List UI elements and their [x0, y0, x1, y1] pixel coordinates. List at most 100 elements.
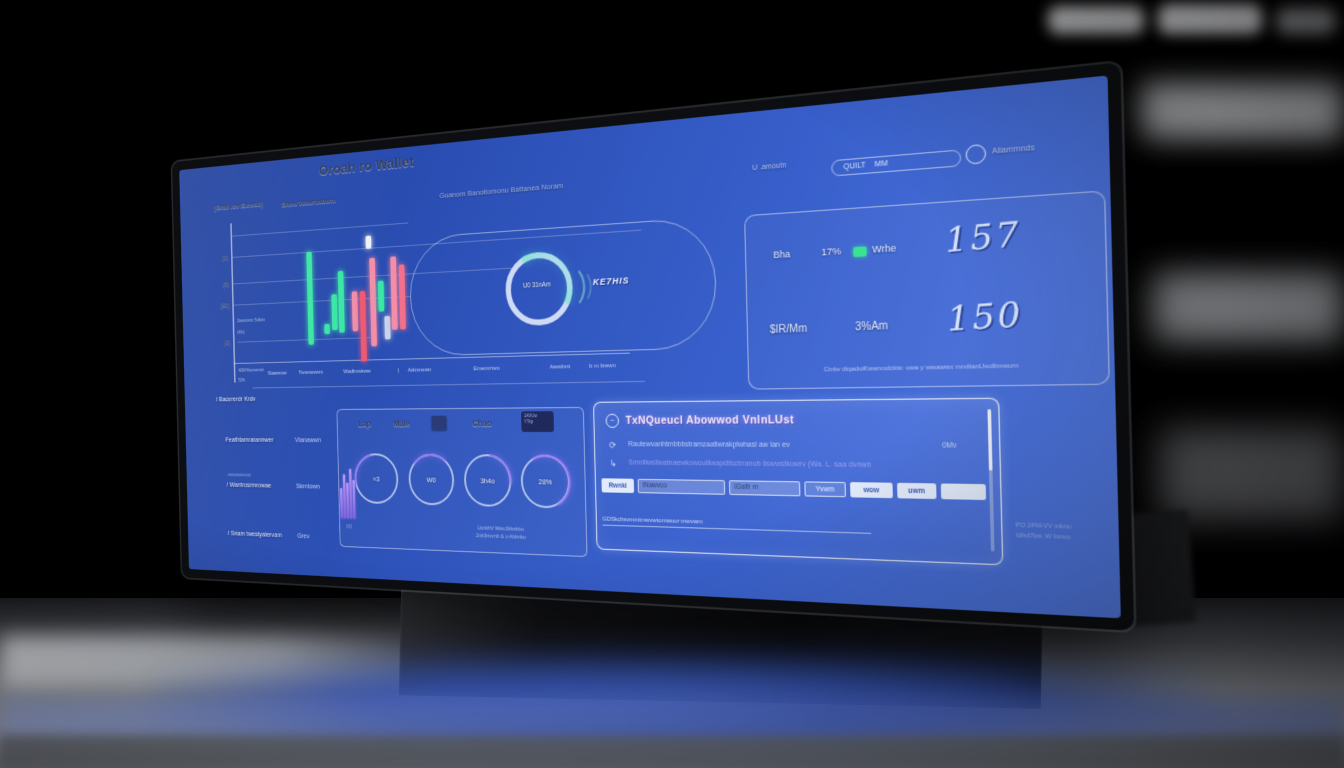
monitor: Oroah ro Wallet U .amoutn QUILT MM Aliam… — [72, 62, 1135, 631]
gridline — [232, 222, 409, 237]
chart-bar — [331, 294, 338, 331]
chart-annotation: 40M%wvwnwt — [238, 367, 264, 374]
chart-y-axis — [230, 223, 236, 383]
list-row-value: Grev — [297, 531, 310, 541]
chart-bar — [337, 270, 345, 333]
desk-front-edge — [0, 736, 1344, 768]
chart-bar — [365, 235, 372, 249]
ring-gauge: 3h4o — [454, 442, 522, 518]
tx-input[interactable]: INawvco — [637, 478, 726, 495]
stat-label: $IR/Mm — [769, 323, 808, 337]
y-tick: (0) — [221, 254, 229, 261]
account-label: U .amoutn — [752, 161, 787, 173]
gauge-value: W0 — [426, 475, 437, 484]
page-title: Oroah ro Wallet — [318, 153, 415, 179]
list-section-header: / Bacererdr Krdv — [215, 394, 256, 404]
dashboard-screen: Oroah ro Wallet U .amoutn QUILT MM Aliam… — [179, 75, 1121, 619]
refresh-icon: ⟳ — [608, 440, 617, 451]
chart-left-label: (Grah lev Elewsd) — [213, 199, 264, 212]
chart-bar — [369, 257, 378, 347]
tx-button[interactable]: wow — [850, 482, 893, 499]
x-label: Stawwow — [267, 370, 287, 377]
list-row-note: ewtwtwtwvwt — [227, 472, 251, 479]
legend-badge-line: Y7kp — [523, 419, 534, 425]
donut-echo-arc — [579, 271, 585, 303]
tx-row-link[interactable]: Rautewvanhtmbbbstramzaatiwrakplwhasl aw … — [628, 441, 790, 450]
donut-side-label: KE7HIS — [592, 275, 630, 288]
search-text: QUILT — [843, 161, 866, 172]
stat-big-value: 157 — [944, 214, 1023, 262]
tab-male[interactable]: Male — [393, 418, 411, 429]
list-row-value: Skrntown — [295, 481, 321, 491]
positive-change-badge — [853, 246, 867, 258]
gauge-value: 28% — [538, 476, 553, 486]
x-label: b m brewn — [589, 363, 616, 370]
chart-bar — [384, 315, 391, 340]
chart-bar — [359, 290, 367, 362]
gauge-value: 3h4o — [480, 475, 495, 485]
tx-card-title: TxNQueucl Abowwod VnlnLUst — [625, 413, 795, 427]
background-shelf-blur — [1156, 428, 1344, 520]
tx-input[interactable]: IGaltr m — [728, 480, 801, 497]
tx-button[interactable]: uwm — [897, 482, 937, 500]
chart-annotation: 50h — [238, 377, 246, 384]
chart-bar — [306, 251, 314, 345]
chart-bar — [324, 323, 330, 335]
chart-bar — [377, 280, 385, 312]
tx-row-meta: 0Mv — [942, 442, 957, 450]
stat-change: 17% — [821, 245, 842, 258]
stat-big-value: 150 — [946, 294, 1025, 340]
avatar[interactable] — [965, 143, 987, 165]
list-row-label[interactable]: Feathtamrarannwer — [225, 435, 274, 444]
tx-button[interactable]: Rwnki — [601, 478, 635, 494]
reply-icon: ↳ — [609, 458, 617, 469]
chart-bar — [351, 291, 359, 332]
user-name: Aliamrnnds — [991, 144, 1035, 156]
stat-change: 3%Am — [854, 320, 889, 334]
tx-button[interactable]: Yvwm — [804, 481, 846, 498]
tx-button[interactable] — [940, 483, 987, 501]
chart-divider — [252, 380, 645, 389]
chart-subtitle: Guanom Banoltomonu Battanea Noram — [439, 180, 564, 201]
x-label: Awwlnnt — [549, 364, 571, 371]
tx-side-note: PO 2PM-VV mknu Whd7kw. W lonvu — [1015, 522, 1072, 542]
y-tick: (8) — [222, 280, 229, 288]
gauge-corner-label: (0) — [346, 524, 353, 530]
spark-bar — [348, 468, 353, 519]
tab-lap[interactable]: Lap — [357, 419, 372, 429]
background-shelf-blur — [1150, 272, 1344, 342]
search-input[interactable]: QUILT MM — [831, 149, 962, 177]
tab-chao[interactable]: Chao — [472, 418, 492, 429]
chart-annotation: (4h) — [237, 329, 245, 336]
chart-series-label: Snew Wawrlwowm — [281, 195, 337, 209]
x-label: Ememmwo — [473, 365, 500, 373]
spark-bar — [342, 474, 346, 519]
stat-tag: Wrhe — [872, 242, 897, 255]
monitor-bezel: Oroah ro Wallet U .amoutn QUILT MM Aliam… — [172, 62, 1135, 631]
background-shelf-blur — [1158, 4, 1262, 34]
background-shelf-blur — [1048, 6, 1144, 34]
ring-gauge: ≈3 — [346, 443, 407, 514]
stats-card — [744, 190, 1110, 390]
stat-label: Bha — [773, 248, 791, 261]
list-row-label[interactable]: / Wantrosrmrowae — [226, 480, 272, 490]
x-label: Admmewn — [407, 367, 432, 374]
legend-chip[interactable] — [431, 415, 447, 431]
x-label: Twwvwvwm — [298, 369, 323, 376]
gauge-value: ≈3 — [372, 474, 380, 483]
gridline — [237, 337, 371, 343]
ring-gauge: W0 — [405, 451, 457, 508]
search-badge: MM — [874, 159, 888, 169]
status-circle-icon: ~ — [605, 413, 620, 428]
x-label: Wadbvwkww — [343, 368, 371, 375]
list-row-value: Vlanawwn — [294, 435, 322, 444]
y-tick: (0) — [224, 338, 231, 346]
donut-echo-arc — [587, 274, 591, 298]
ring-gauge: 28% — [515, 448, 576, 516]
chart-bar — [390, 256, 398, 330]
gridline — [233, 352, 630, 364]
list-row-label[interactable]: / Snam twestyalervam — [227, 528, 283, 539]
background-shelf-blur — [1276, 8, 1336, 34]
legend-badge: 1AVUw Y7kp — [521, 411, 555, 432]
y-tick: (80) — [220, 301, 230, 309]
